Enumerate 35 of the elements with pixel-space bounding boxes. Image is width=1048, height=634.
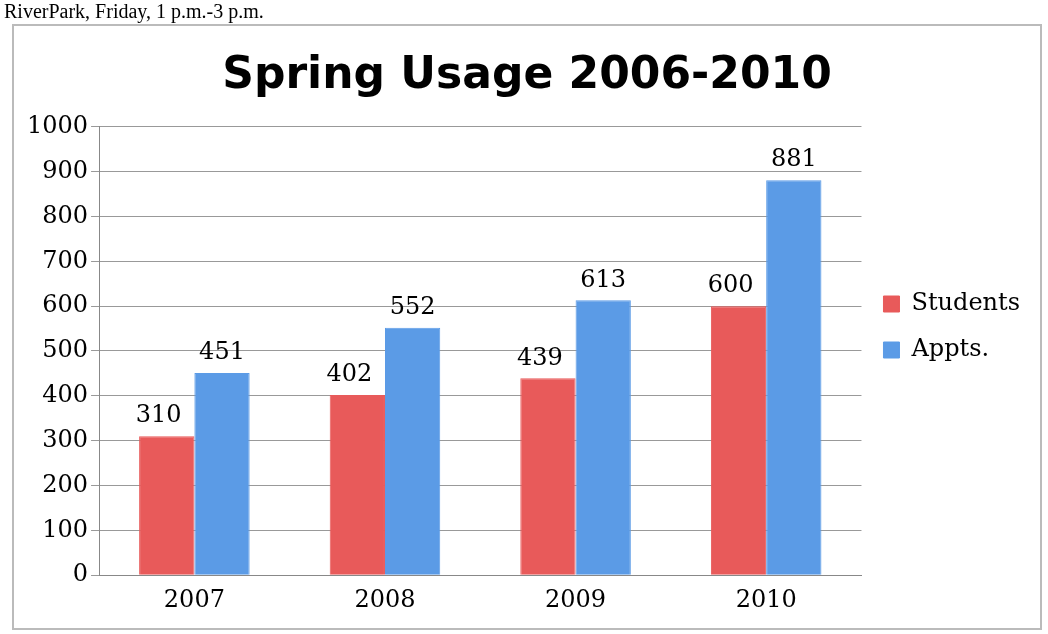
y-tick-label: 200 (42, 469, 89, 498)
y-tick-label: 1000 (27, 111, 89, 140)
y-tick-label: 400 (42, 380, 89, 409)
data-label: 881 (770, 144, 817, 173)
y-tick-label: 500 (42, 335, 89, 364)
data-label: 613 (580, 264, 627, 293)
y-tick-label: 900 (42, 155, 89, 184)
x-tick-label: 2007 (163, 584, 225, 613)
bar (520, 378, 576, 575)
bar (329, 394, 385, 575)
bar (194, 372, 250, 575)
bar (575, 300, 631, 575)
y-tick-label: 300 (42, 424, 89, 453)
x-tick-label: 2009 (545, 584, 607, 613)
y-tick-label: 0 (72, 559, 89, 588)
bar (710, 306, 767, 575)
x-tick-label: 2008 (354, 584, 416, 613)
legend-label: Students (911, 288, 1020, 317)
y-tick-label: 600 (42, 290, 89, 319)
y-tick-label: 800 (42, 200, 89, 229)
data-label: 600 (707, 270, 754, 299)
x-tick-label: 2010 (735, 584, 797, 613)
bar (139, 436, 195, 575)
y-tick-label: 700 (42, 245, 89, 274)
bar (384, 327, 441, 575)
y-tick-label: 100 (42, 514, 89, 543)
data-label: 402 (326, 359, 373, 388)
data-label: 310 (135, 400, 182, 429)
data-label: 451 (199, 337, 245, 366)
bar (766, 180, 822, 575)
data-label: 439 (517, 342, 563, 371)
data-label: 552 (389, 291, 436, 320)
chart-title: Spring Usage 2006-2010 (222, 46, 832, 98)
legend-label: Appts. (910, 334, 990, 363)
text: RiverPark, Friday, 1 p.m.-3 p.m. (4, 0, 264, 22)
